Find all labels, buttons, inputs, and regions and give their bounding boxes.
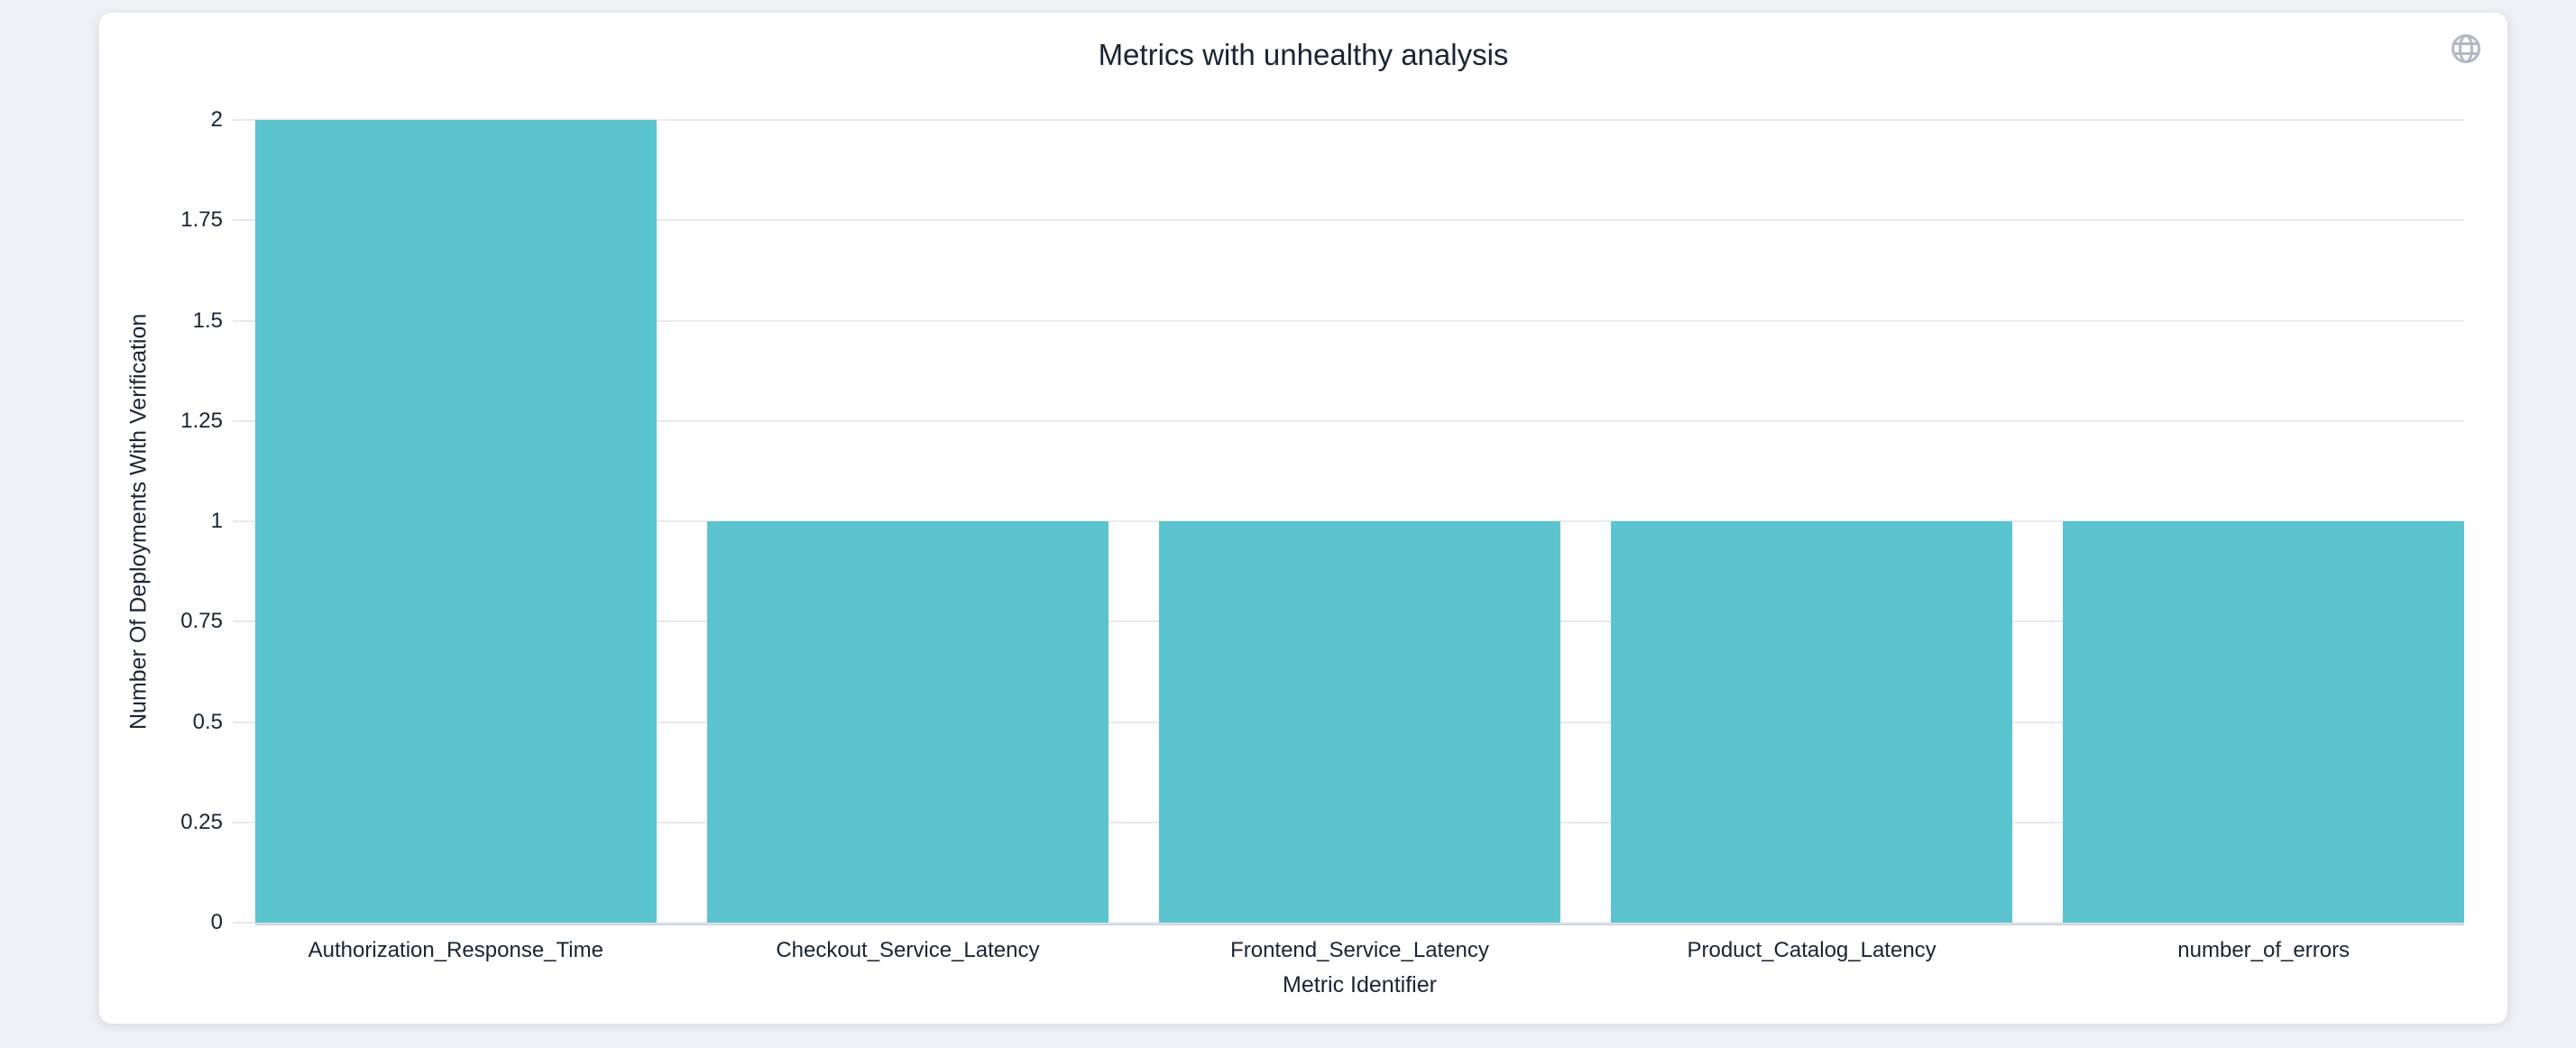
y-axis-tick-label: 0.5	[192, 709, 223, 734]
y-axis-tick-label: 1.75	[180, 207, 223, 233]
x-axis-tick-label: Checkout_Service_Latency	[776, 938, 1040, 962]
y-axis-tick	[233, 721, 255, 723]
y-axis-tick-label: 1.25	[180, 408, 223, 433]
bar-Checkout_Service_Latency[interactable]	[707, 521, 1109, 923]
y-axis-tick-label: 0.25	[180, 809, 223, 834]
x-axis-title: Metric Identifier	[1283, 972, 1437, 997]
chart-card: Metrics with unhealthy analysis Number O…	[99, 13, 2507, 1024]
x-axis-tick-label: Authorization_Response_Time	[308, 938, 603, 962]
x-axis-tick-label: Frontend_Service_Latency	[1230, 938, 1489, 962]
y-axis-title: Number Of Deployments With Verification	[125, 313, 152, 730]
y-axis-tick	[233, 419, 255, 422]
y-axis-tick-label: 0	[210, 910, 223, 934]
y-axis-tick-label: 0.75	[180, 609, 223, 634]
y-axis-tick	[233, 119, 255, 121]
globe-icon[interactable]	[2450, 32, 2482, 65]
y-axis-tick	[233, 922, 255, 924]
plot-area: 0 0.25 0.5 0.75 1 1.25 1.5 1.75 2	[180, 107, 2464, 934]
y-axis-tick	[233, 219, 255, 222]
bar-number_of_errors[interactable]	[2063, 521, 2464, 923]
gridline	[255, 419, 2464, 422]
chart-title: Metrics with unhealthy analysis	[1098, 38, 1509, 71]
y-axis-tick	[233, 821, 255, 823]
y-axis-tick-label: 1	[210, 509, 223, 533]
y-axis-tick	[233, 319, 255, 322]
gridline	[255, 319, 2464, 322]
bar-series	[255, 120, 2464, 923]
x-axis-tick-labels: Authorization_Response_Time Checkout_Serv…	[255, 938, 2464, 963]
y-axis-tick	[233, 621, 255, 623]
x-axis-tick-label: Product_Catalog_Latency	[1687, 938, 1937, 962]
gridline	[255, 119, 2464, 121]
gridline	[255, 922, 2464, 924]
y-axis-tick	[233, 520, 255, 522]
y-axis-tick-label: 1.5	[192, 308, 223, 333]
gridline	[255, 219, 2464, 222]
y-axis-tick-label: 2	[210, 107, 223, 132]
bar-Product_Catalog_Latency[interactable]	[1611, 521, 2012, 923]
bar-Frontend_Service_Latency[interactable]	[1159, 521, 1560, 923]
bar-Authorization_Response_Time[interactable]	[255, 120, 657, 923]
x-axis-tick-label: number_of_errors	[2177, 938, 2351, 962]
